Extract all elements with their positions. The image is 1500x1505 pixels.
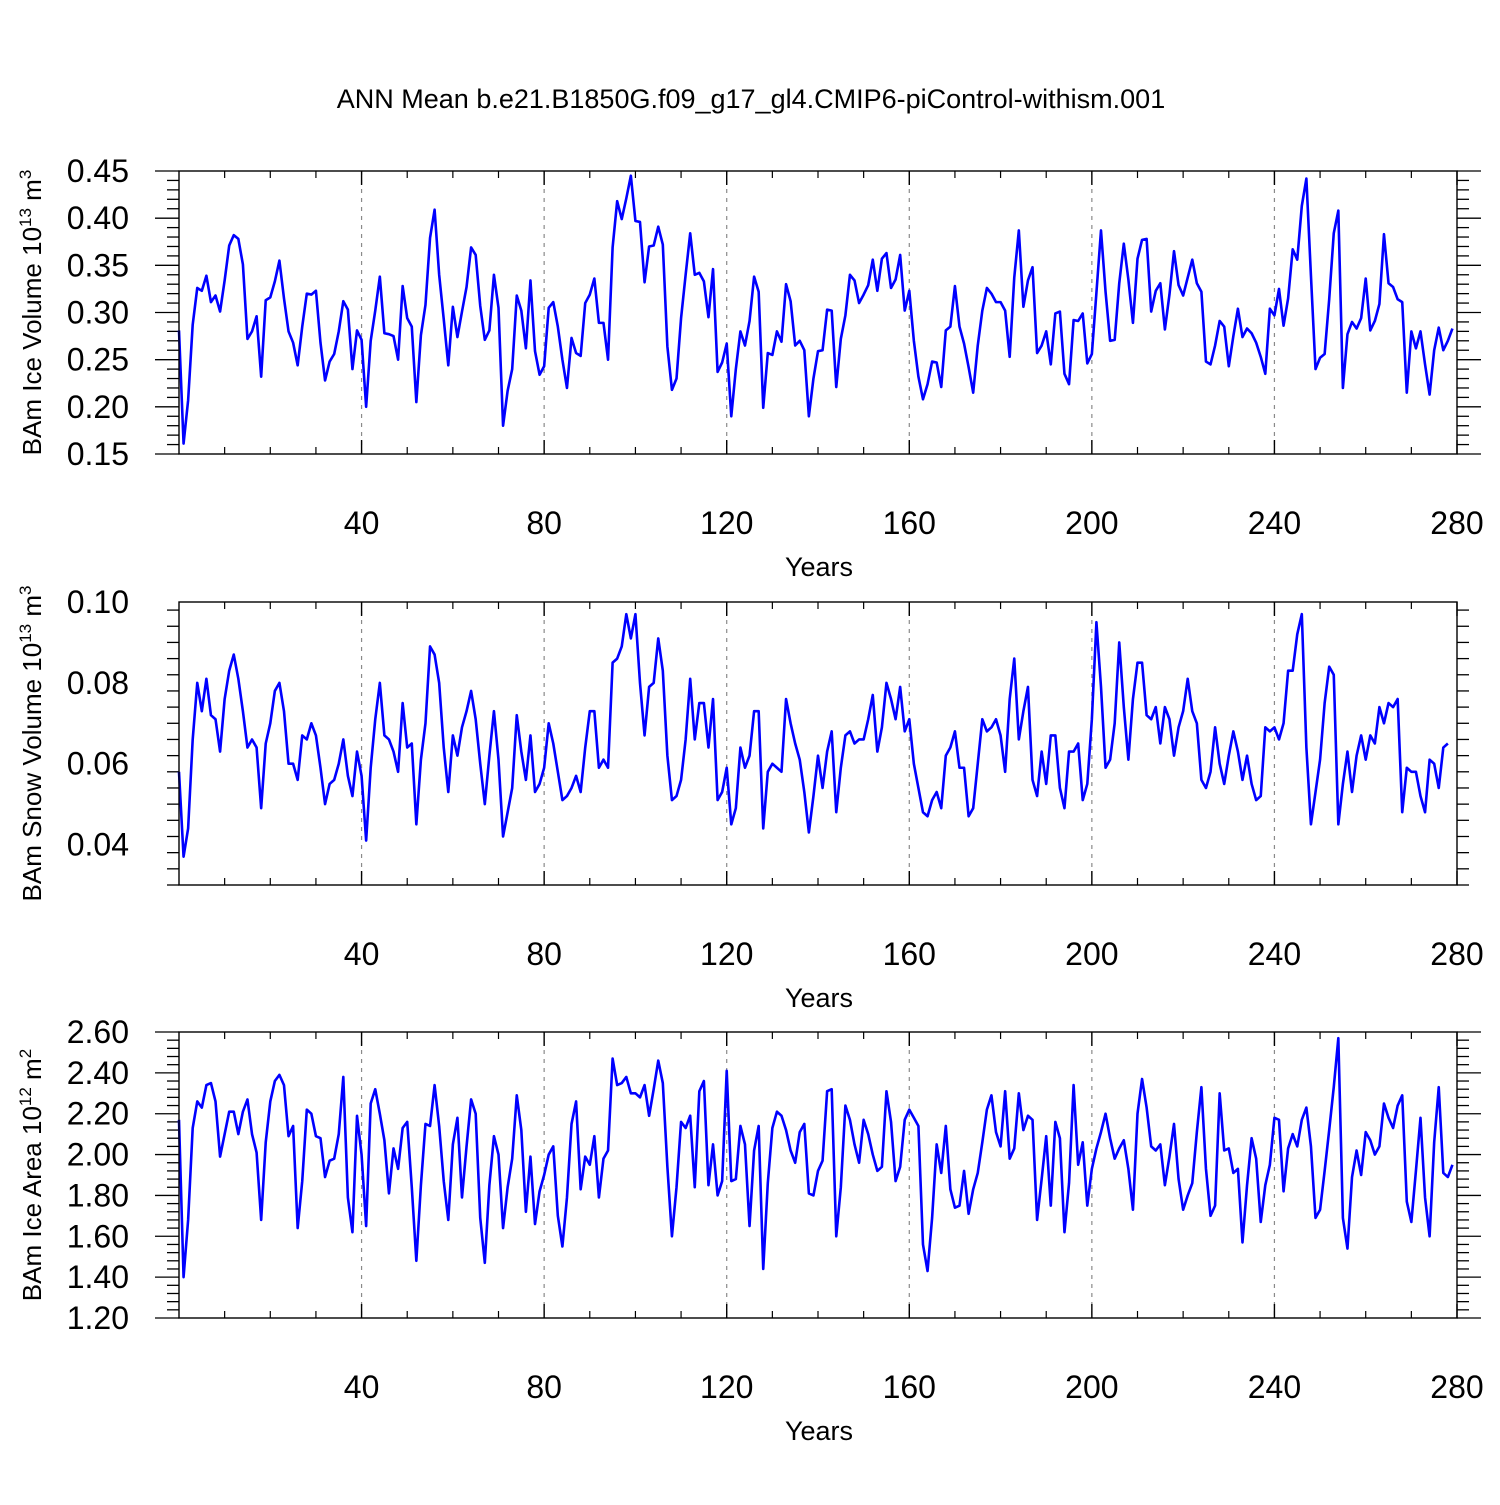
- panel-2-y-tick-label-0.10: 0.10: [67, 584, 129, 620]
- panel-3-y-axis-label-unit-exp: 2: [16, 1049, 35, 1058]
- panel-3-x-tick-label-280: 280: [1430, 1369, 1483, 1405]
- panel-3-x-tick-label-160: 160: [883, 1369, 936, 1405]
- panel-1-x-tick-label-200: 200: [1065, 505, 1118, 541]
- panel-1-x-tick-label-160: 160: [883, 505, 936, 541]
- panel-2-x-tick-label-240: 240: [1248, 936, 1301, 972]
- panel-3-y-axis-label: BAm Ice Area 1012 m2: [16, 1049, 47, 1301]
- panel-2-x-tick-label-120: 120: [700, 936, 753, 972]
- figure-title: ANN Mean b.e21.B1850G.f09_g17_gl4.CMIP6-…: [337, 84, 1165, 114]
- panel-2: 40 80 120 160 200 240 280 0.04 0.06 0.08 0.10 Years…: [16, 584, 1484, 1013]
- panel-1-y-axis-label-unit-exp: 3: [16, 170, 35, 179]
- panel-1-series-line: [177, 174, 1454, 445]
- panel-3-y-tick-label-1.40: 1.40: [67, 1259, 129, 1295]
- panel-1-y-axis-label: BAm Ice Volume 1013 m3: [16, 170, 47, 456]
- panel-3: 40 80 120 160 200 240 280 1.20 1.40 1.60 1.80 2.00 2…: [16, 1014, 1484, 1446]
- panel-1: 40 80 120 160 200 240 280 0.15 0.20 0.25 0.30 0.35 0…: [16, 153, 1484, 582]
- panel-3-plot-frame: [178, 1031, 1458, 1319]
- panel-2-y-axis-label-unit: m: [17, 595, 47, 624]
- panel-3-y-axis-label-exp: 12: [16, 1087, 35, 1106]
- panel-2-x-tick-label-80: 80: [526, 936, 562, 972]
- panel-3-y-tick-label-2.00: 2.00: [67, 1137, 129, 1173]
- panel-2-y-axis-label-exp: 13: [16, 624, 35, 643]
- panel-2-x-tick-label-160: 160: [883, 936, 936, 972]
- panel-3-y-tick-label-1.20: 1.20: [67, 1300, 129, 1336]
- panel-1-y-tick-label-0.15: 0.15: [67, 436, 129, 472]
- panel-3-y-tick-label-2.60: 2.60: [67, 1014, 129, 1050]
- panel-1-x-tick-label-280: 280: [1430, 505, 1483, 541]
- panel-2-x-tick-label-280: 280: [1430, 936, 1483, 972]
- panel-3-series-line: [177, 1036, 1454, 1279]
- panel-2-x-tick-label-200: 200: [1065, 936, 1118, 972]
- panel-1-x-tick-label-40: 40: [344, 505, 380, 541]
- panel-1-y-tick-label-0.45: 0.45: [67, 153, 129, 189]
- panel-3-x-tick-label-80: 80: [526, 1369, 562, 1405]
- panel-2-x-tick-label-40: 40: [344, 936, 380, 972]
- panel-3-y-tick-label-2.20: 2.20: [67, 1096, 129, 1132]
- panel-1-y-tick-label-0.40: 0.40: [67, 200, 129, 236]
- panel-1-y-tick-label-0.25: 0.25: [67, 342, 129, 378]
- panel-3-y-tick-label-1.60: 1.60: [67, 1218, 129, 1254]
- panel-1-x-tick-label-120: 120: [700, 505, 753, 541]
- panel-2-y-axis-label-main: BAm Snow Volume 10: [17, 643, 47, 902]
- panel-2-y-tick-label-0.04: 0.04: [67, 827, 129, 863]
- panel-1-x-axis-label: Years: [785, 552, 853, 582]
- panel-1-x-tick-label-240: 240: [1248, 505, 1301, 541]
- panel-1-x-tick-label-80: 80: [526, 505, 562, 541]
- panel-3-x-tick-label-240: 240: [1248, 1369, 1301, 1405]
- panel-3-y-tick-label-2.40: 2.40: [67, 1055, 129, 1091]
- panel-1-y-tick-label-0.35: 0.35: [67, 247, 129, 283]
- panel-2-plot-frame: [178, 601, 1458, 886]
- panel-3-x-axis-label: Years: [785, 1416, 853, 1446]
- panel-3-x-tick-label-200: 200: [1065, 1369, 1118, 1405]
- panel-1-plot-frame: [178, 170, 1458, 455]
- panel-3-x-tick-label-40: 40: [344, 1369, 380, 1405]
- panel-1-y-axis-label-unit: m: [17, 179, 47, 208]
- panel-2-y-axis-label-unit-exp: 3: [16, 586, 35, 595]
- panel-2-y-axis-label: BAm Snow Volume 1013 m3: [16, 586, 47, 902]
- panel-3-y-axis-label-unit: m: [17, 1058, 47, 1087]
- panel-2-y-tick-label-0.08: 0.08: [67, 665, 129, 701]
- panel-1-y-tick-label-0.30: 0.30: [67, 295, 129, 331]
- panel-3-y-tick-label-1.80: 1.80: [67, 1177, 129, 1213]
- panel-2-y-tick-label-0.06: 0.06: [67, 746, 129, 782]
- panel-2-x-axis-label: Years: [785, 983, 853, 1013]
- panel-3-x-tick-label-120: 120: [700, 1369, 753, 1405]
- panel-1-y-axis-label-exp: 13: [16, 208, 35, 227]
- panel-3-y-axis-label-main: BAm Ice Area 10: [17, 1106, 47, 1301]
- panel-1-y-axis-label-main: BAm Ice Volume 10: [17, 227, 47, 455]
- panel-2-series-line: [177, 612, 1449, 859]
- panel-1-y-tick-label-0.20: 0.20: [67, 389, 129, 425]
